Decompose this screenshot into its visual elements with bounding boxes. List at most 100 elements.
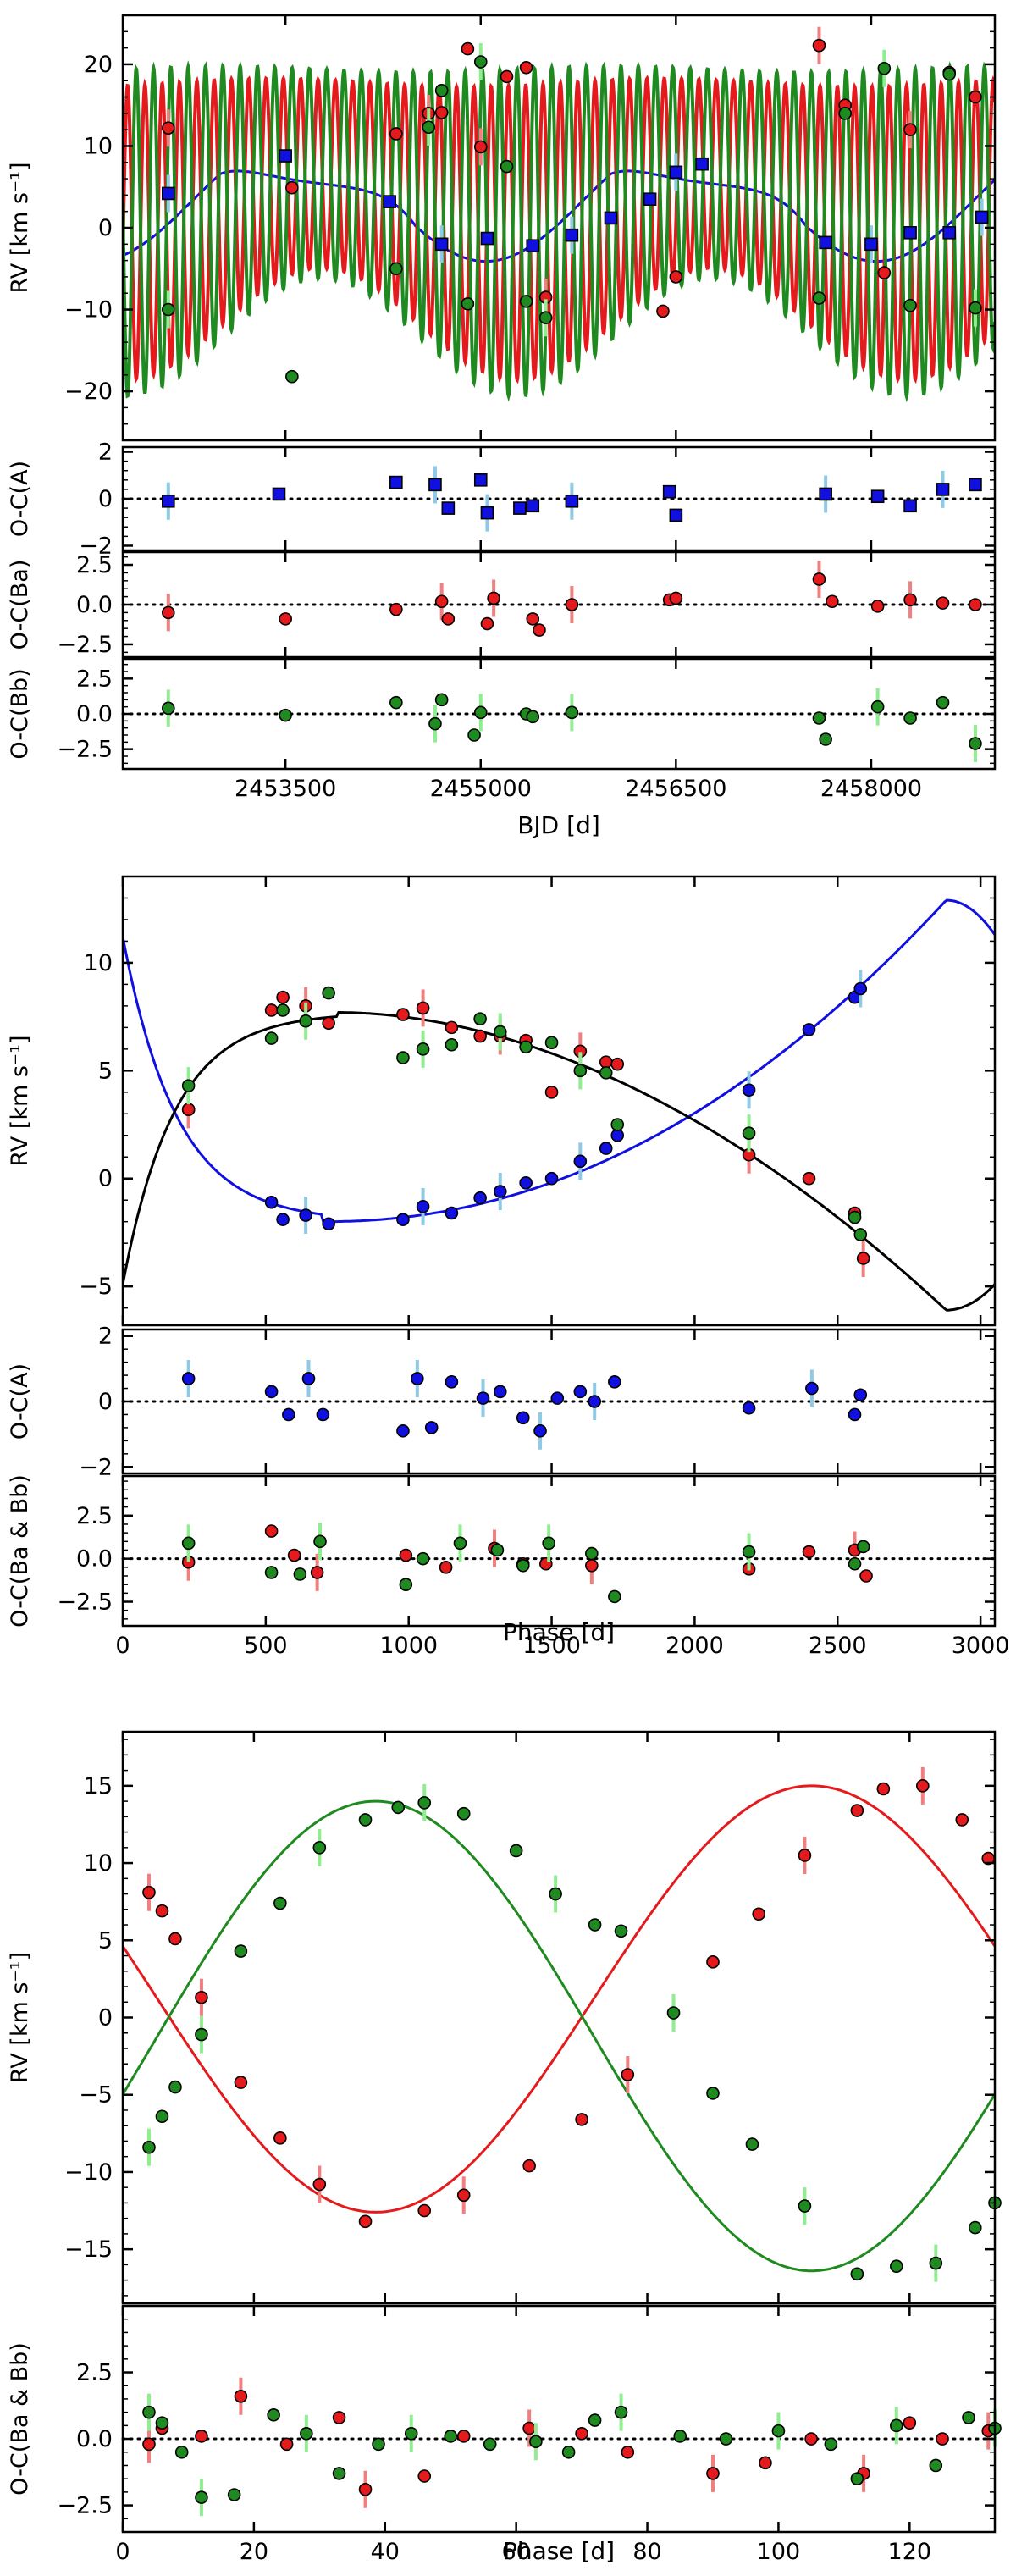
series-bb xyxy=(181,1523,870,1604)
x-tick-label: 120 xyxy=(888,2539,932,2565)
series-ba xyxy=(162,560,982,637)
data-point-ba xyxy=(856,1252,870,1265)
data-point-bb xyxy=(798,2199,812,2213)
data-point-bb xyxy=(538,311,553,324)
data-point-a xyxy=(480,231,494,246)
series-bb xyxy=(181,986,868,1241)
data-point-ba xyxy=(332,2411,346,2424)
data-point-bb xyxy=(610,1118,625,1131)
data-point-ba xyxy=(519,60,533,75)
data-point-ba xyxy=(903,2416,917,2430)
data-point-bb xyxy=(416,1042,430,1056)
data-point-ba xyxy=(279,612,292,626)
data-point-ba xyxy=(575,2113,588,2126)
data-point-ba xyxy=(533,623,546,637)
data-point-a xyxy=(805,1381,819,1396)
data-point-ba xyxy=(798,1849,812,1862)
data-point-bb xyxy=(372,2437,385,2452)
data-point-ba xyxy=(669,270,683,284)
data-point-a xyxy=(519,1176,533,1190)
data-point-a xyxy=(870,489,885,504)
data-point-a xyxy=(516,1411,530,1425)
data-point-a xyxy=(476,1391,490,1405)
data-point-bb xyxy=(293,1567,307,1581)
bjd_panel-rv-panel: −20 −10 0 10 20 RV [km s⁻¹] xyxy=(7,14,997,442)
data-point-bb xyxy=(824,2437,838,2452)
data-point-bb xyxy=(742,1545,756,1559)
series-ba xyxy=(142,1766,996,2229)
data-point-a xyxy=(573,1154,588,1169)
data-point-a xyxy=(853,1388,868,1402)
data-point-ba xyxy=(456,2430,471,2443)
data-point-bb xyxy=(819,732,832,746)
data-point-ba xyxy=(142,1885,156,1899)
data-point-bb xyxy=(399,1578,413,1591)
data-point-bb xyxy=(848,1210,862,1224)
series-a xyxy=(181,970,868,1235)
series-bb xyxy=(142,2393,1002,2517)
series-a xyxy=(162,149,989,263)
data-point-bb xyxy=(322,986,335,1000)
data-point-a xyxy=(802,1023,816,1036)
data-point-ba xyxy=(522,2159,536,2173)
y-axis-label: RV [km s⁻¹] xyxy=(7,1952,33,2083)
data-point-bb xyxy=(573,1064,588,1078)
data-point-ba xyxy=(168,1932,182,1946)
bjd_panel-oc_ba-panel: −2.5 0.0 2.5 O-C(Ba) xyxy=(7,550,997,659)
data-point-a xyxy=(565,228,579,242)
y-axis-label: RV [km s⁻¹] xyxy=(7,162,33,293)
y-tick-label: 0 xyxy=(98,1166,113,1192)
data-point-a xyxy=(301,1372,316,1385)
data-point-bb xyxy=(264,1031,279,1045)
data-point-ba xyxy=(969,90,982,104)
y-axis-label: O-C(A) xyxy=(7,1363,33,1440)
data-point-bb xyxy=(493,1025,507,1039)
data-point-bb xyxy=(142,2140,156,2154)
data-point-a xyxy=(493,1185,507,1198)
data-point-ba xyxy=(487,591,500,605)
data-point-bb xyxy=(444,1037,459,1052)
data-point-a xyxy=(936,483,950,496)
axes-frame xyxy=(121,1474,997,1628)
data-point-bb xyxy=(428,716,442,731)
data-point-bb xyxy=(162,701,175,716)
y-tick-label: −2.5 xyxy=(57,1589,113,1616)
y-tick-label: 10 xyxy=(84,1850,113,1877)
data-point-a xyxy=(903,499,917,513)
data-point-ba xyxy=(936,2432,949,2446)
data-point-ba xyxy=(621,2445,635,2459)
y-axis-label: RV [km s⁻¹] xyxy=(7,1035,33,1166)
data-point-bb xyxy=(434,84,449,97)
data-point-ba xyxy=(526,612,540,626)
data-point-bb xyxy=(155,2109,169,2124)
data-point-bb xyxy=(389,262,403,276)
data-point-bb xyxy=(588,1918,602,1932)
x-tick-label: 2455000 xyxy=(430,776,532,802)
x-tick-label: 2453500 xyxy=(235,776,336,802)
y-tick-label: −20 xyxy=(64,379,113,405)
data-point-bb xyxy=(903,298,917,312)
series-a xyxy=(181,1359,868,1450)
series-ba xyxy=(142,2377,996,2508)
data-point-bb xyxy=(453,1536,467,1551)
series-bb xyxy=(142,1783,1002,2282)
data-point-bb xyxy=(608,1589,621,1604)
data-point-ba xyxy=(181,1103,196,1116)
data-point-bb xyxy=(434,693,449,707)
data-point-ba xyxy=(312,2177,327,2192)
data-point-a xyxy=(695,157,709,171)
data-point-bb xyxy=(890,2259,903,2274)
data-point-bb xyxy=(850,2267,864,2281)
data-point-a xyxy=(513,501,527,515)
data-point-bb xyxy=(473,55,488,69)
data-point-bb xyxy=(599,1066,613,1080)
data-point-a xyxy=(864,237,878,252)
data-point-a xyxy=(473,473,488,487)
y-tick-label: 2 xyxy=(98,439,113,466)
chart-long-phase: −5 0 5 10 RV [km s⁻¹] −2 0 2 O-C(A) −2.5 0.0 2.5 O-C… xyxy=(7,875,1009,1659)
data-point-bb xyxy=(444,2430,458,2443)
y-axis-label: O-C(Ba) xyxy=(7,560,33,650)
y-tick-label: 10 xyxy=(84,950,113,976)
